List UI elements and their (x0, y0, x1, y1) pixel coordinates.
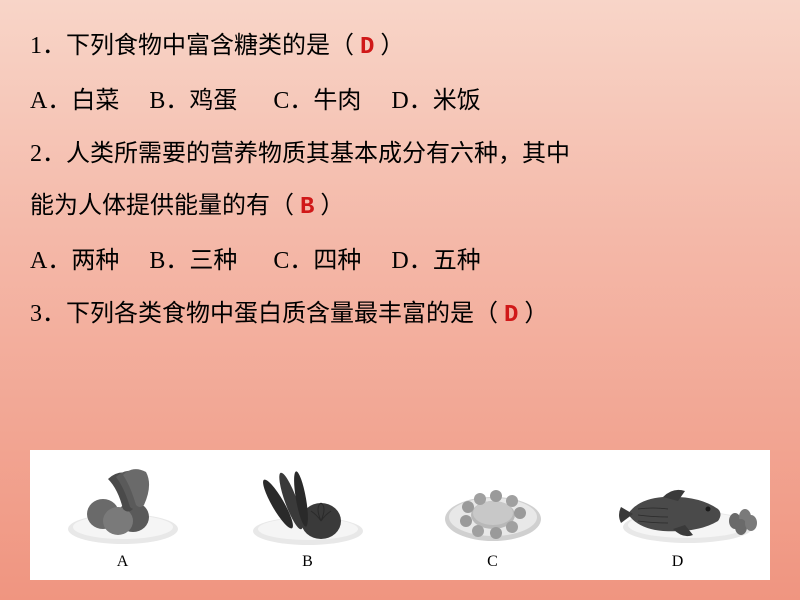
vegetable-plate-icon (243, 459, 373, 549)
q2-stem: 能为人体提供能量的有（ B ） (30, 180, 770, 235)
q3-stem: 3．下列各类食物中蛋白质含量最丰富的是（ D ） (30, 288, 770, 343)
q2-opt-a: A．两种 (30, 248, 119, 274)
option-c-image: C (408, 459, 578, 571)
option-d-label: D (672, 553, 684, 571)
q2-opt-b: B．三种 (149, 248, 237, 274)
q1-before: 1．下列食物中富含糖类的是（ (30, 33, 354, 59)
q3-answer: D (504, 302, 518, 329)
option-d-image: D (593, 459, 763, 571)
q2-after: ） (320, 193, 344, 219)
option-a-image: A (38, 459, 208, 571)
option-b-label: B (302, 553, 313, 571)
q3-before: 3．下列各类食物中蛋白质含量最丰富的是（ (30, 301, 498, 327)
q3-image-options: A B (30, 450, 770, 580)
q2-options: A．两种 B．三种 C．四种 D．五种 (30, 235, 770, 288)
option-a-label: A (117, 553, 129, 571)
q2-answer: B (300, 194, 314, 221)
q1-after: ） (380, 33, 404, 59)
q1-answer: D (360, 34, 374, 61)
q1-opt-a: A．白菜 (30, 88, 119, 114)
q2-before: 能为人体提供能量的有（ (30, 193, 294, 219)
q2-opt-c: C．四种 (273, 248, 361, 274)
q2-line1: 2．人类所需要的营养物质其基本成分有六种，其中 (30, 128, 770, 181)
option-b-image: B (223, 459, 393, 571)
q2-opt-d: D．五种 (391, 248, 480, 274)
option-c-label: C (487, 553, 498, 571)
grain-plate-icon (428, 459, 558, 549)
q1-options: A．白菜 B．鸡蛋 C．牛肉 D．米饭 (30, 75, 770, 128)
q1-opt-d: D．米饭 (391, 88, 480, 114)
fish-eggs-plate-icon (613, 459, 743, 549)
q1-stem: 1．下列食物中富含糖类的是（ D ） (30, 20, 770, 75)
q3-after: ） (524, 301, 548, 327)
fruit-plate-icon (58, 459, 188, 549)
question-block: 1．下列食物中富含糖类的是（ D ） A．白菜 B．鸡蛋 C．牛肉 D．米饭 2… (0, 0, 800, 343)
q1-opt-c: C．牛肉 (273, 88, 361, 114)
q1-opt-b: B．鸡蛋 (149, 88, 237, 114)
